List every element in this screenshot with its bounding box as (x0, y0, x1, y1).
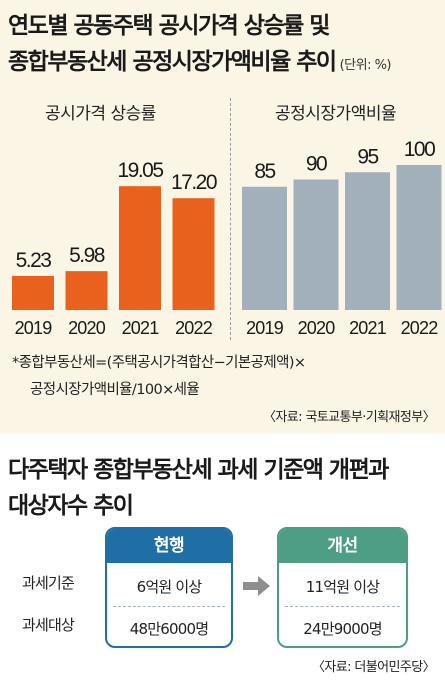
formula-note-line1: *종합부동산세=(주택공시가격합산−기본공제액)× (12, 355, 306, 371)
formula-note-line2: 공정시장가액비율/100×세율 (30, 382, 200, 398)
current-box-divider (113, 606, 225, 607)
row-label-taxpayers: 과세대상 (22, 616, 75, 634)
current-threshold-value: 6억원 이상 (136, 578, 203, 596)
market-value-ratio-bar-2020 (293, 179, 339, 310)
price-rise-bar-2019 (12, 276, 54, 310)
market-value-ratio-year-label-2020: 2020 (298, 318, 336, 338)
price-rise-bar-2020 (65, 271, 108, 310)
current-taxpayers-value: 48만6000명 (129, 620, 209, 638)
row-label-tax-threshold: 과세기준 (22, 574, 75, 592)
right-arrow-shape (243, 576, 270, 596)
price-rise-year-label-2020: 2020 (68, 318, 106, 338)
market-value-ratio-year-label-2019: 2019 (246, 318, 284, 338)
market-value-ratio-value-label-2021: 95 (357, 145, 378, 168)
reformed-policy-header: 개선 (279, 529, 406, 563)
reformed-taxpayers-value: 24만9000명 (303, 620, 382, 638)
market-value-ratio-bar-2021 (345, 172, 390, 310)
unit-label: (단위: %) (339, 58, 392, 73)
current-policy-header: 현행 (107, 529, 231, 563)
market-value-ratio-value-label-2019: 85 (254, 160, 275, 183)
market-value-ratio-value-label-2020: 90 (306, 153, 327, 176)
price-rise-value-label-2019: 5.23 (16, 249, 52, 272)
reform-title-line1: 다주택자 종합부동산세 과세 기준액 개편과 (8, 457, 389, 483)
chart-title-line2: 종합부동산세 공정시장가액비율 추이 (단위: %) (8, 42, 392, 76)
right-arrow-icon (243, 576, 270, 596)
chart-divider (230, 98, 231, 340)
price-rise-year-label-2022: 2022 (175, 318, 213, 338)
market-value-ratio-bar-2019 (242, 186, 287, 310)
reformed-threshold-value: 11억원 이상 (305, 578, 380, 596)
price-rise-value-label-2021: 19.05 (117, 159, 163, 182)
chart-title-line2-text: 종합부동산세 공정시장가액비율 추이 (8, 49, 337, 75)
market-value-ratio-value-label-2022: 100 (404, 138, 435, 161)
market-value-ratio-year-label-2022: 2022 (401, 318, 439, 338)
source-label-bottom: 〈자료: 더불어민주당〉 (312, 660, 436, 675)
market-value-ratio-bar-2022 (396, 165, 442, 310)
price-rise-value-label-2022: 17.20 (171, 171, 217, 194)
price-rise-year-label-2019: 2019 (15, 318, 53, 338)
bar-charts: 5.23 2019 5.98 2020 19.05 2021 17.20 2022 85 2019… (12, 138, 442, 338)
market-value-ratio-chart-title: 공정시장가액비율 (275, 104, 397, 124)
price-rise-value-label-2020: 5.98 (69, 244, 105, 267)
market-value-ratio-year-label-2021: 2021 (349, 318, 387, 338)
source-label-top: 〈자료: 국토교통부·기획재정부〉 (263, 410, 436, 425)
reformed-policy-box: 개선 11억원 이상 24만9000명 (277, 527, 408, 648)
reformed-box-divider (285, 606, 400, 607)
chart-title-line1: 연도별 공동주택 공시가격 상승률 및 (8, 13, 330, 39)
reform-title-line2: 대상자수 추이 (8, 493, 134, 519)
price-rise-chart-title: 공시가격 상승률 (45, 104, 156, 124)
price-rise-year-label-2021: 2021 (122, 318, 160, 338)
price-rise-bar-2022 (172, 198, 215, 310)
price-rise-bar-2021 (119, 186, 161, 310)
current-policy-box: 현행 6억원 이상 48만6000명 (105, 527, 233, 648)
